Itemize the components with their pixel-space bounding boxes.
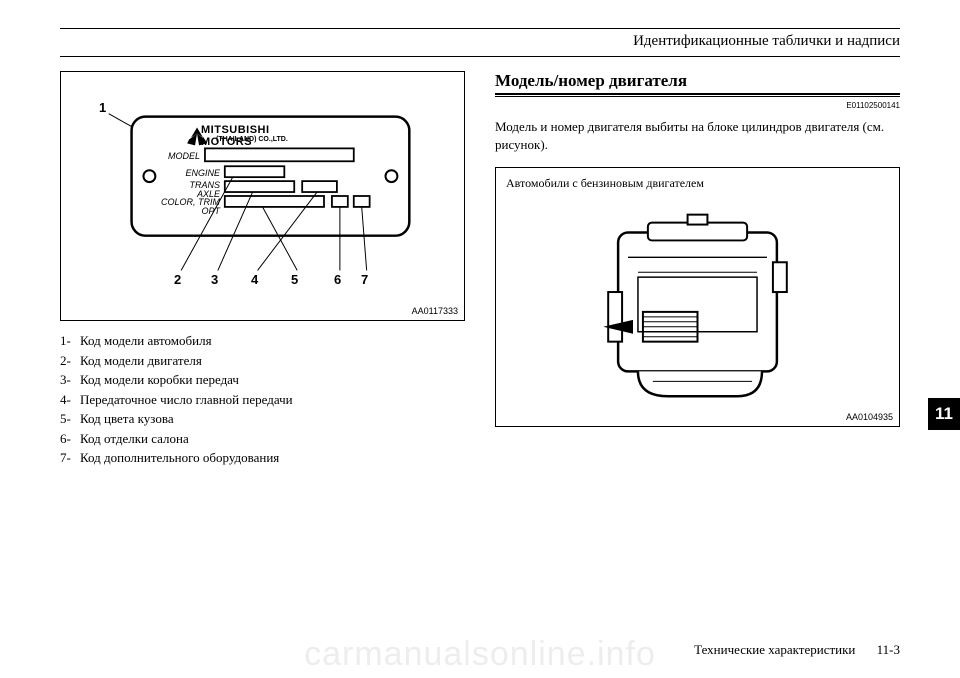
footer-section: Технические характеристики <box>694 642 855 657</box>
legend-item: 2-Код модели двигателя <box>60 351 465 371</box>
vin-plate-figure: 1 MITSUBISHI MOTORS (THAILAND) CO.,LTD. … <box>60 71 465 321</box>
section-body: Модель и номер двигателя выбиты на блоке… <box>495 118 900 153</box>
figure-code-left: AA0117333 <box>412 306 458 316</box>
legend-item: 4-Передаточное число главной передачи <box>60 390 465 410</box>
legend-item: 7-Код дополнительного оборудования <box>60 448 465 468</box>
footer: Технические характеристики 11-3 <box>60 642 900 658</box>
legend-item: 1-Код модели автомобиля <box>60 331 465 351</box>
legend-list: 1-Код модели автомобиля 2-Код модели дви… <box>60 331 465 468</box>
figure-code-right: AA0104935 <box>846 412 893 422</box>
legend-item: 6-Код отделки салона <box>60 429 465 449</box>
legend-item: 5-Код цвета кузова <box>60 409 465 429</box>
engine-figure: Автомобили с бензиновым двигателем <box>495 167 900 427</box>
header-title: Идентификационные таблички и надписи <box>60 33 900 50</box>
chapter-tab: 11 <box>928 398 960 430</box>
footer-page: 11-3 <box>877 642 900 657</box>
vin-plate-svg <box>61 72 464 320</box>
section-title: Модель/номер двигателя <box>495 71 900 91</box>
section-code: E01102500141 <box>495 101 900 110</box>
legend-item: 3-Код модели коробки передач <box>60 370 465 390</box>
engine-svg <box>496 168 899 426</box>
